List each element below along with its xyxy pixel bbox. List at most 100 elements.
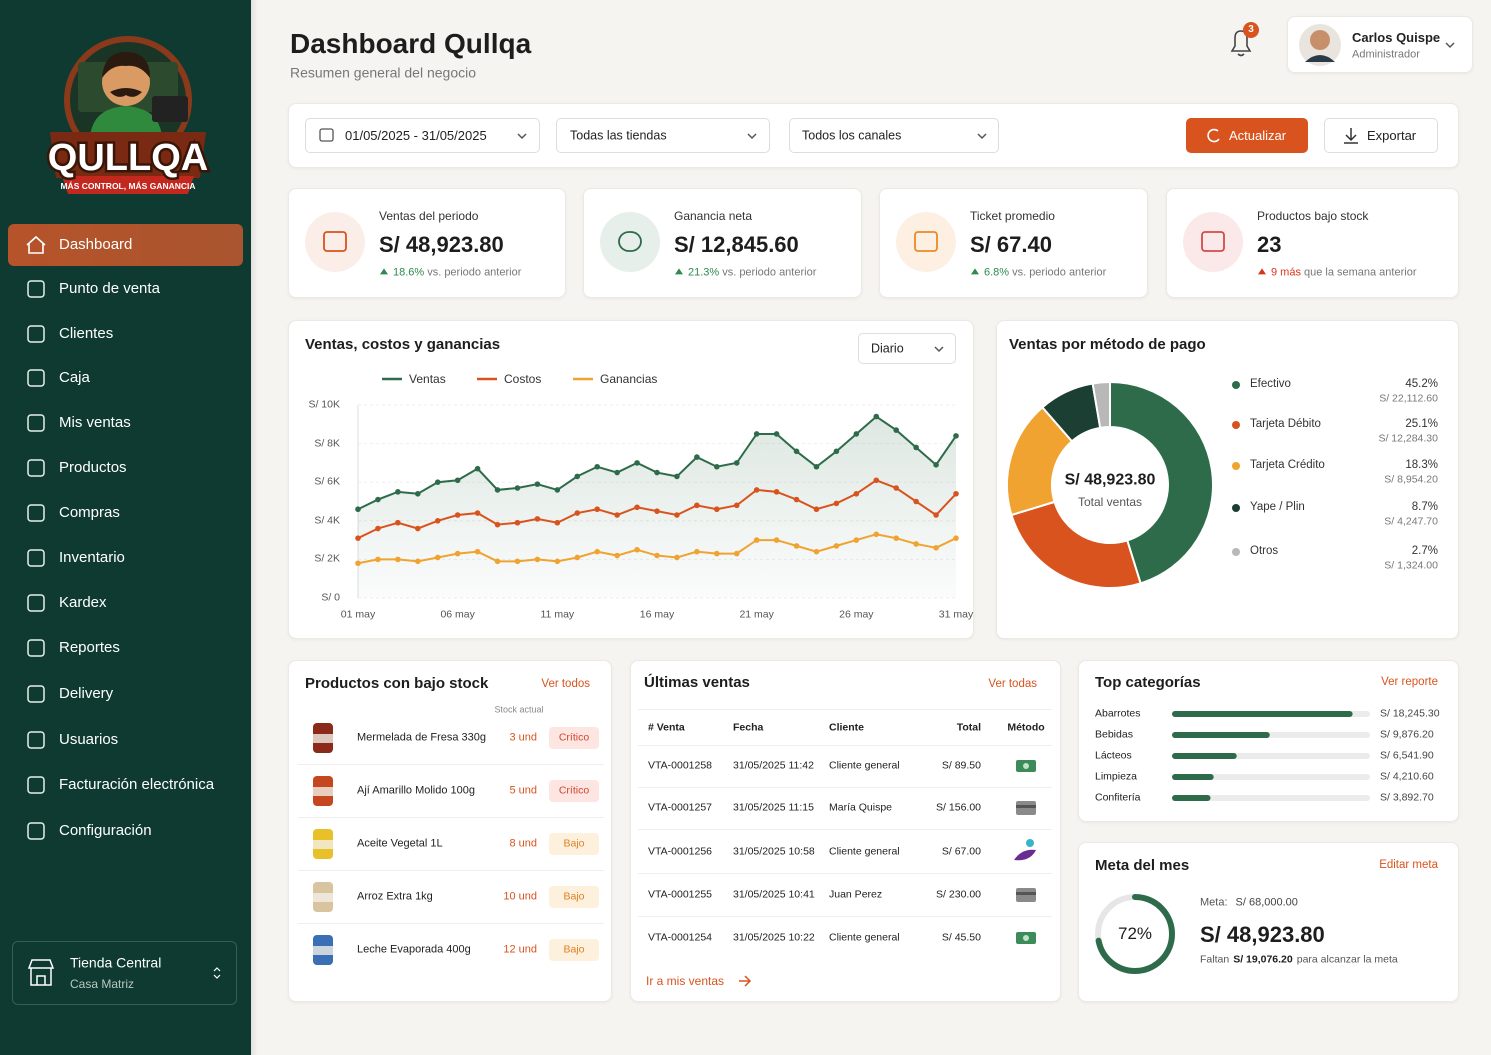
row-divider — [638, 829, 1052, 830]
goal-card — [1078, 842, 1459, 1002]
link[interactable]: Ver reporte — [1381, 676, 1438, 689]
nav-item[interactable]: Dashboard — [59, 236, 133, 253]
store-chevron — [213, 974, 221, 979]
export-button[interactable] — [1324, 118, 1438, 153]
refresh-button[interactable] — [1186, 118, 1308, 153]
text[interactable]: Actualizar — [1229, 128, 1287, 144]
data-point — [833, 448, 840, 455]
nav-icon — [27, 504, 45, 522]
legend-percent: 8.7% — [1411, 501, 1438, 514]
row-divider — [638, 745, 1052, 746]
channel-filter[interactable] — [789, 118, 999, 153]
x-tick-label: 01 may — [340, 608, 376, 621]
pie-slice — [1091, 380, 1111, 429]
nav-item[interactable]: Delivery — [59, 685, 114, 702]
trend-arrow — [971, 268, 979, 275]
table-cell: S/ 45.50 — [941, 931, 981, 944]
store-chevron — [213, 967, 221, 972]
nav-item[interactable]: Configuración — [59, 822, 152, 839]
data-point — [913, 444, 919, 451]
data-point — [873, 413, 880, 420]
nav-active[interactable] — [8, 224, 243, 266]
pie-center-label: Total ventas — [1077, 494, 1143, 509]
nav-item[interactable]: Reportes — [59, 639, 120, 656]
nav-item[interactable]: Caja — [59, 369, 90, 386]
nav-item[interactable]: Compras — [59, 504, 120, 521]
data-point — [614, 552, 620, 559]
data-point — [933, 512, 939, 518]
text[interactable]: Exportar — [1367, 128, 1417, 144]
sidebar-shadow — [251, 0, 258, 1055]
category-name: Abarrotes — [1095, 707, 1141, 720]
legend-label: Costos — [504, 371, 542, 386]
table-cell: VTA-0001258 — [648, 759, 713, 772]
table-cell: Cliente general — [829, 931, 900, 944]
nav-icon — [27, 280, 45, 298]
page-title: Dashboard Qullqa — [290, 28, 532, 60]
data-point — [674, 554, 680, 561]
status-badge — [549, 780, 599, 802]
data-point — [913, 541, 919, 547]
data-point — [534, 516, 541, 522]
x-tick-label: 26 may — [839, 608, 874, 621]
store-subtitle: Casa Matriz — [70, 976, 135, 991]
table-cell: 31/05/2025 10:41 — [733, 888, 815, 901]
data-point — [654, 469, 660, 476]
yape-icon-dot — [1026, 839, 1034, 847]
data-point — [714, 463, 720, 470]
column-header: Fecha — [733, 721, 764, 734]
kpi-icon-bg — [600, 212, 660, 272]
data-point — [694, 548, 700, 555]
data-point — [793, 448, 800, 455]
card-title: Top categorías — [1095, 674, 1201, 691]
link[interactable]: Ver todos — [541, 678, 590, 691]
data-point — [813, 463, 820, 470]
legend-amount: S/ 22,112.60 — [1379, 392, 1438, 405]
nav-item[interactable]: Facturación electrónica — [59, 776, 215, 793]
data-point — [554, 519, 561, 526]
nav-icon — [27, 369, 45, 387]
data-point — [554, 558, 561, 565]
nav-item[interactable]: Clientes — [59, 325, 114, 342]
nav-item[interactable]: Usuarios — [59, 731, 119, 748]
link[interactable]: Ver todas — [988, 678, 1037, 691]
data-point — [395, 489, 401, 495]
kpi-label: Ganancia neta — [674, 208, 753, 223]
data-point — [733, 460, 740, 466]
status-badge — [549, 727, 599, 749]
status-label: Crítico — [558, 731, 590, 744]
link[interactable]: Editar meta — [1379, 859, 1438, 872]
nav-item[interactable]: Kardex — [59, 594, 107, 611]
period-select[interactable] — [858, 333, 956, 364]
x-tick-label: 31 may — [938, 608, 974, 621]
nav-item[interactable]: Inventario — [59, 549, 125, 566]
status-label: Crítico — [558, 784, 590, 797]
bar-track — [1172, 774, 1370, 780]
nav-icon — [27, 822, 45, 840]
data-point — [873, 531, 880, 538]
nav-item[interactable]: Punto de venta — [59, 280, 160, 297]
legend-dot — [1232, 548, 1240, 556]
legend-amount: S/ 12,284.30 — [1378, 432, 1438, 445]
card-title: Meta del mes — [1095, 857, 1190, 874]
data-point — [375, 525, 381, 532]
data-point — [634, 504, 640, 511]
data-point — [893, 535, 899, 541]
nav-item[interactable]: Productos — [59, 459, 127, 476]
data-point — [773, 431, 780, 437]
store-selector[interactable] — [12, 941, 237, 1005]
table-cell: 31/05/2025 10:22 — [733, 931, 815, 944]
nav-item[interactable]: Mis ventas — [59, 414, 131, 431]
date-filter[interactable] — [305, 118, 540, 153]
logo-brand: QULLQA — [48, 137, 208, 179]
column-header: Método — [1007, 721, 1045, 734]
nav-icon — [27, 549, 45, 567]
data-point — [355, 506, 361, 513]
legend-dot — [1232, 381, 1240, 389]
kpi-icon — [1201, 231, 1225, 252]
store-filter[interactable] — [556, 118, 770, 153]
data-point — [714, 550, 720, 557]
link[interactable]: Ir a mis ventas — [646, 973, 725, 988]
data-point — [933, 545, 939, 551]
